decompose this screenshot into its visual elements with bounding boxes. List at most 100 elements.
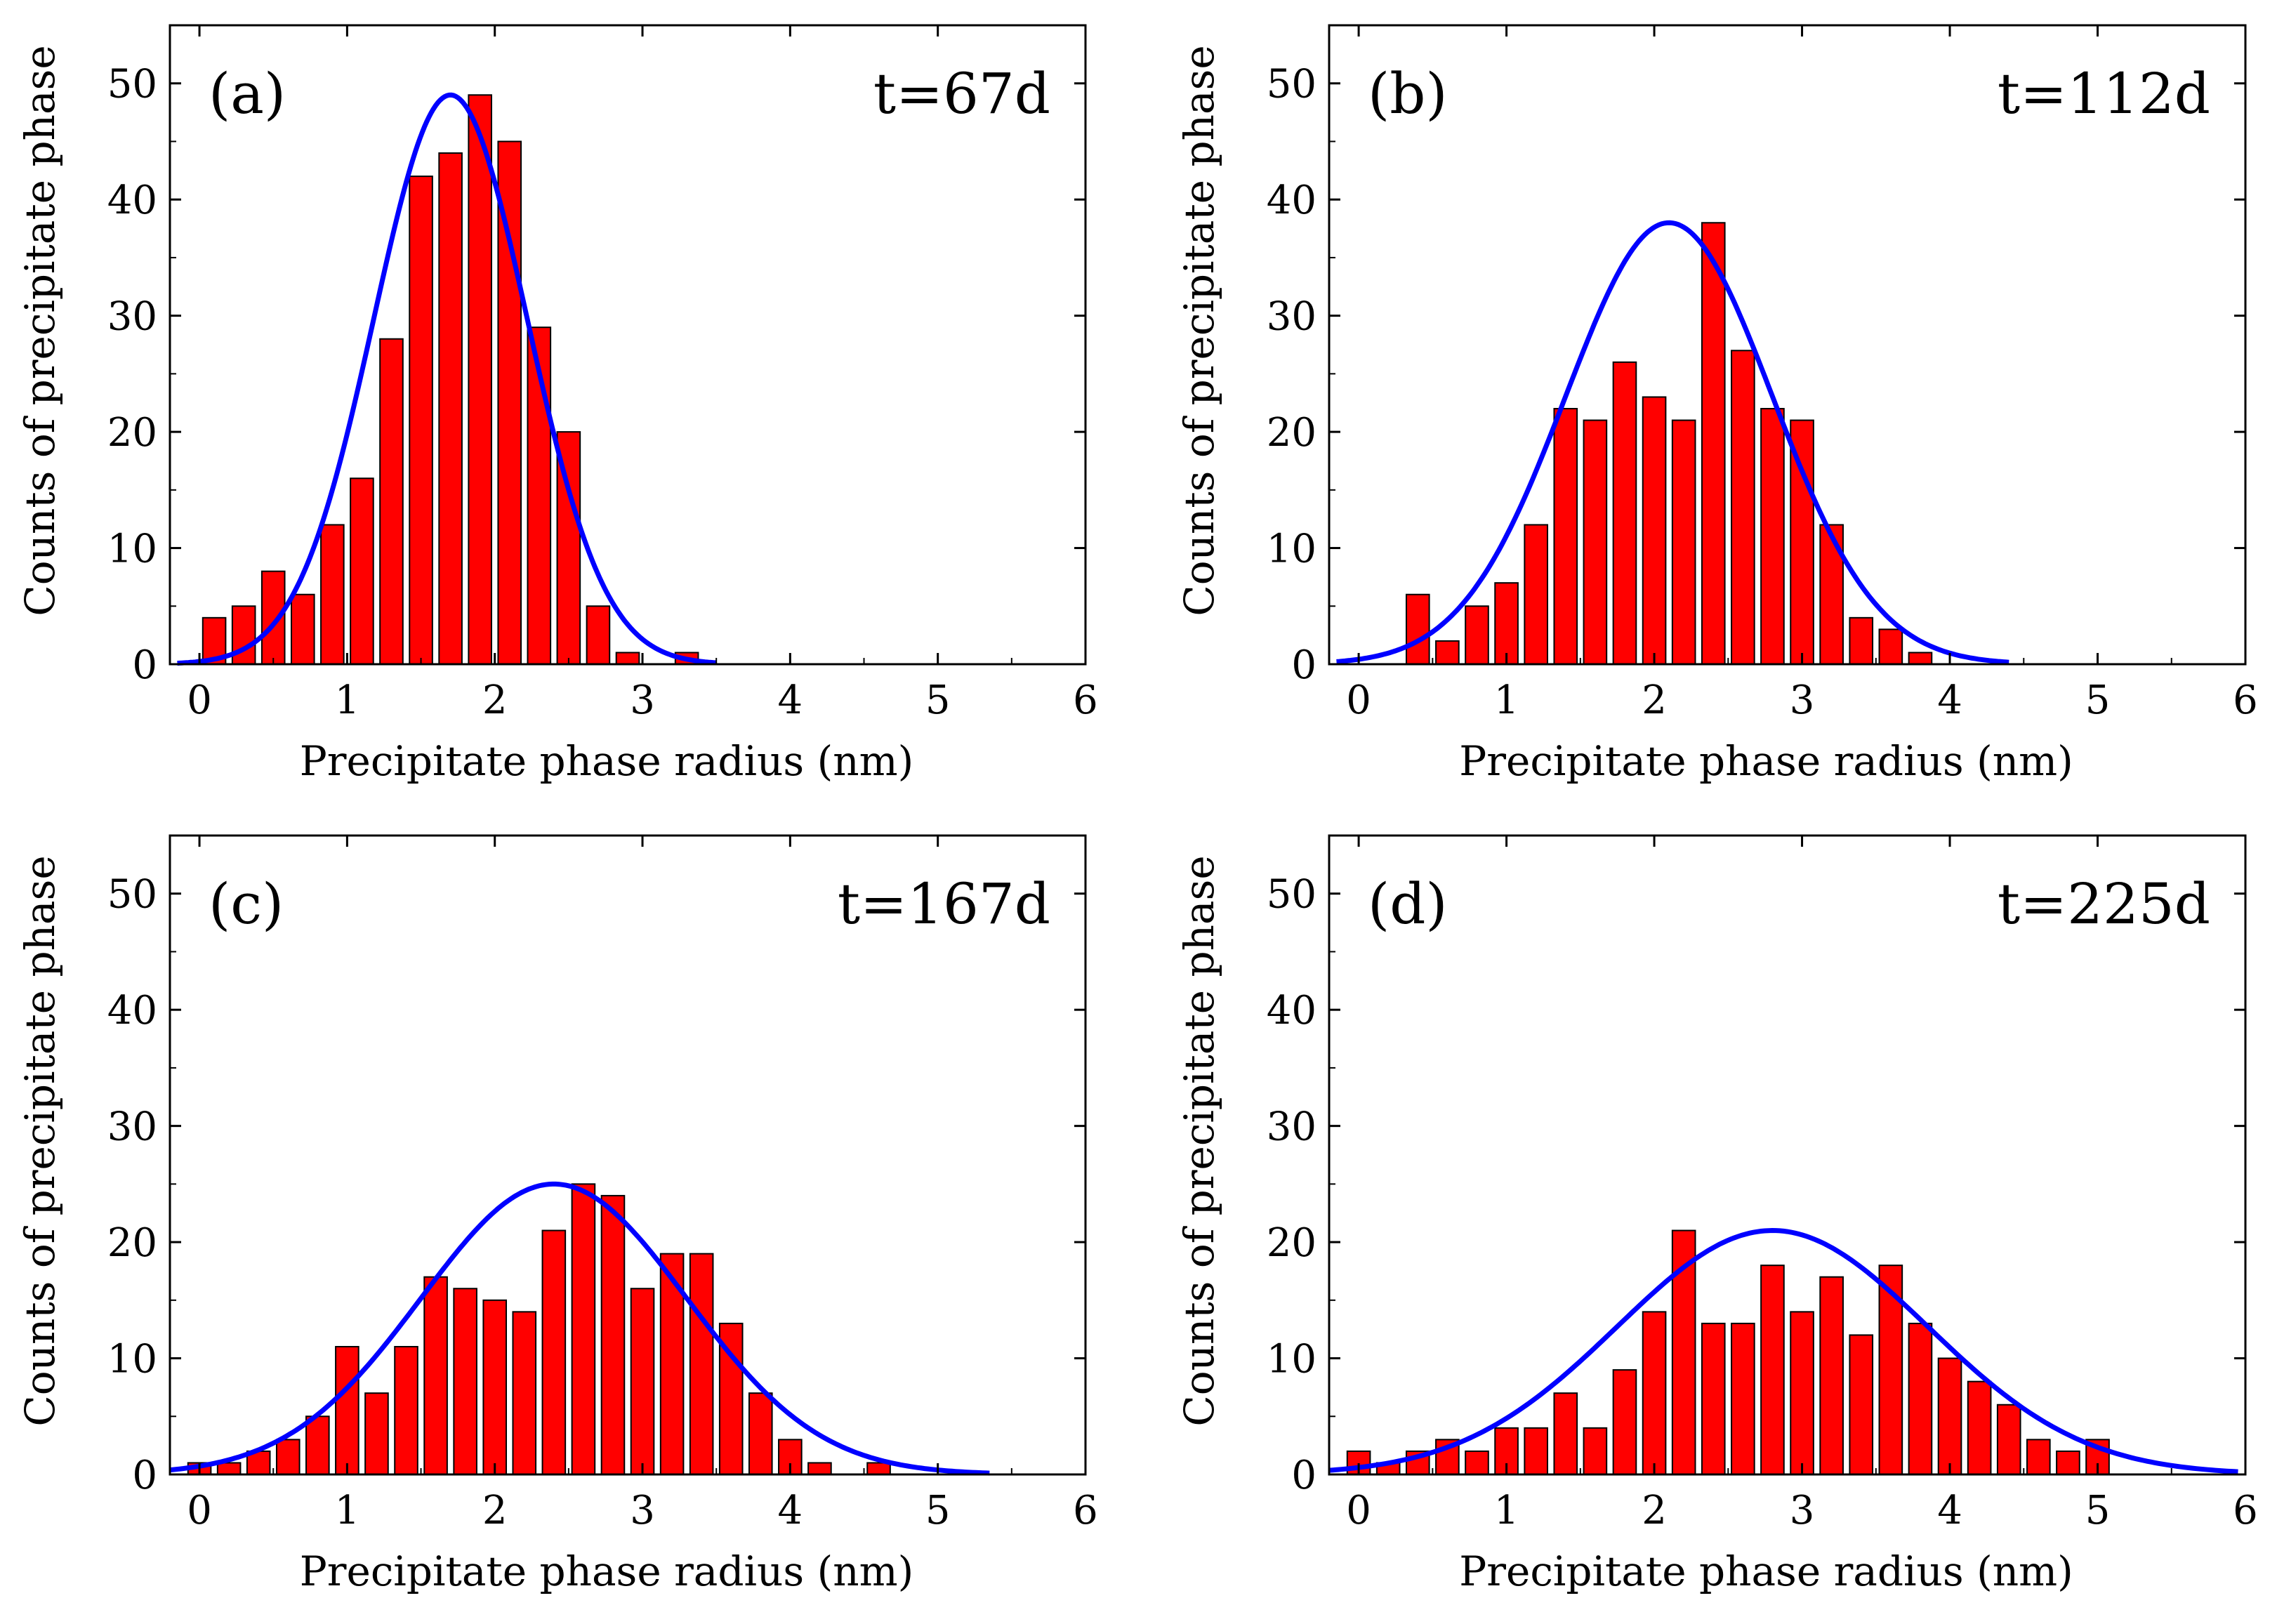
x-tick-label: 4 — [1937, 678, 1962, 723]
y-tick-label: 0 — [1291, 642, 1316, 688]
histogram-bar — [1465, 605, 1489, 665]
x-tick-label: 5 — [925, 678, 951, 723]
histogram-bar — [586, 605, 611, 665]
x-tick-label: 3 — [1790, 1488, 1815, 1533]
x-tick-label: 1 — [1494, 1488, 1519, 1533]
y-axis-label: Counts of precipitate phase — [16, 45, 64, 616]
histogram-bar — [1819, 1276, 1844, 1476]
y-axis-label: Counts of precipitate phase — [1175, 855, 1223, 1426]
histogram-bar — [409, 176, 433, 666]
histogram-bar — [1996, 1404, 2021, 1476]
y-tick-label: 30 — [107, 294, 157, 340]
gaussian-fit-curve — [1336, 220, 2009, 665]
histogram-bar — [1435, 640, 1460, 666]
x-axis-label: Precipitate phase radius (nm) — [300, 737, 913, 785]
histogram-bar — [1878, 628, 1903, 666]
histogram-bar — [571, 1183, 596, 1475]
histogram-bar — [615, 652, 640, 665]
histogram-bar — [423, 1276, 448, 1476]
time-label: t=67d — [873, 61, 1050, 126]
x-tick-label: 4 — [778, 678, 803, 723]
histogram-bar — [1553, 408, 1578, 665]
histogram-bar — [1701, 222, 1726, 666]
histogram-bar — [1583, 419, 1608, 666]
histogram-bar — [866, 1462, 891, 1476]
histogram-bar — [1465, 1450, 1489, 1476]
histogram-bar — [335, 1346, 359, 1475]
histogram-bar — [1760, 408, 1785, 665]
histogram-bar — [453, 1288, 477, 1475]
x-tick-label: 6 — [1073, 1488, 1098, 1533]
histogram-bar — [1671, 419, 1696, 666]
panel-b: 0 1 2 3 4 5 6 0 10 20 30 40 50 Precipitate phase radi… — [1175, 24, 2258, 785]
x-tick-label: 1 — [1494, 678, 1519, 723]
histogram-bar — [1849, 1334, 1874, 1476]
histogram-bar — [1908, 1322, 1933, 1475]
histogram-bar — [305, 1415, 330, 1475]
histogram-bar — [438, 152, 463, 665]
histogram-bar — [512, 1311, 537, 1476]
time-label: t=225d — [1998, 871, 2210, 937]
y-tick-label: 40 — [1267, 178, 1316, 223]
histogram-bar — [541, 1229, 567, 1475]
x-tick-label: 2 — [1642, 678, 1667, 723]
x-axis-label: Precipitate phase radius (nm) — [1459, 1547, 2073, 1595]
histogram-bar — [600, 1194, 626, 1475]
x-tick-label: 2 — [482, 678, 508, 723]
y-tick-label: 0 — [132, 642, 157, 688]
gaussian-fit-curve — [169, 1181, 990, 1476]
y-tick-label: 10 — [1267, 527, 1316, 572]
histogram-bar — [1642, 396, 1667, 665]
y-tick-label: 10 — [107, 527, 157, 572]
plot-frame — [1328, 834, 2247, 1476]
x-axis-label: Precipitate phase radius (nm) — [300, 1547, 913, 1595]
y-tick-label: 40 — [107, 178, 157, 223]
x-tick-label: 0 — [187, 1488, 212, 1533]
histogram-bar — [2026, 1439, 2051, 1475]
y-tick-label: 10 — [107, 1337, 157, 1382]
panel-label: (c) — [209, 871, 284, 937]
histogram-bar — [468, 94, 492, 666]
y-tick-label: 50 — [1267, 872, 1316, 918]
x-tick-label: 4 — [1937, 1488, 1962, 1533]
histogram-bar — [350, 477, 374, 665]
y-tick-label: 20 — [107, 1220, 157, 1266]
histogram-bar — [482, 1299, 508, 1476]
x-tick-label: 6 — [2233, 1488, 2258, 1533]
y-tick-label: 40 — [1267, 988, 1316, 1034]
y-tick-label: 0 — [1291, 1453, 1316, 1498]
histogram-bar — [497, 140, 522, 666]
plot-frame — [169, 834, 1087, 1476]
histogram-bar — [1612, 1369, 1637, 1476]
histogram-bar — [1908, 652, 1933, 665]
histogram-bar — [394, 1346, 418, 1475]
x-tick-label: 2 — [1642, 1488, 1667, 1533]
y-tick-label: 30 — [1267, 1104, 1316, 1150]
histogram-bar — [630, 1288, 655, 1475]
y-tick-label: 50 — [107, 872, 157, 918]
x-tick-label: 0 — [1346, 1488, 1371, 1533]
panel-label: (a) — [209, 61, 286, 126]
histogram-bar — [275, 1439, 301, 1475]
histogram-bar — [1731, 350, 1755, 665]
y-tick-label: 50 — [107, 62, 157, 107]
x-tick-label: 0 — [187, 678, 212, 723]
histogram-bar — [364, 1392, 389, 1475]
histogram-bar — [1642, 1311, 1667, 1476]
y-tick-label: 30 — [107, 1104, 157, 1150]
histogram-bar — [1553, 1392, 1578, 1475]
histogram-bar — [1967, 1380, 1992, 1475]
y-tick-label: 10 — [1267, 1337, 1316, 1382]
x-tick-label: 1 — [335, 678, 360, 723]
histogram-bar — [1524, 524, 1548, 665]
histogram-bar — [320, 524, 345, 665]
x-tick-label: 5 — [925, 1488, 951, 1533]
x-tick-label: 6 — [1073, 678, 1098, 723]
panel-label: (d) — [1368, 871, 1448, 937]
plot-frame — [1328, 24, 2247, 666]
time-label: t=112d — [1998, 61, 2210, 126]
x-tick-label: 2 — [482, 1488, 508, 1533]
x-tick-label: 5 — [2085, 678, 2111, 723]
histogram-bar — [807, 1462, 832, 1476]
